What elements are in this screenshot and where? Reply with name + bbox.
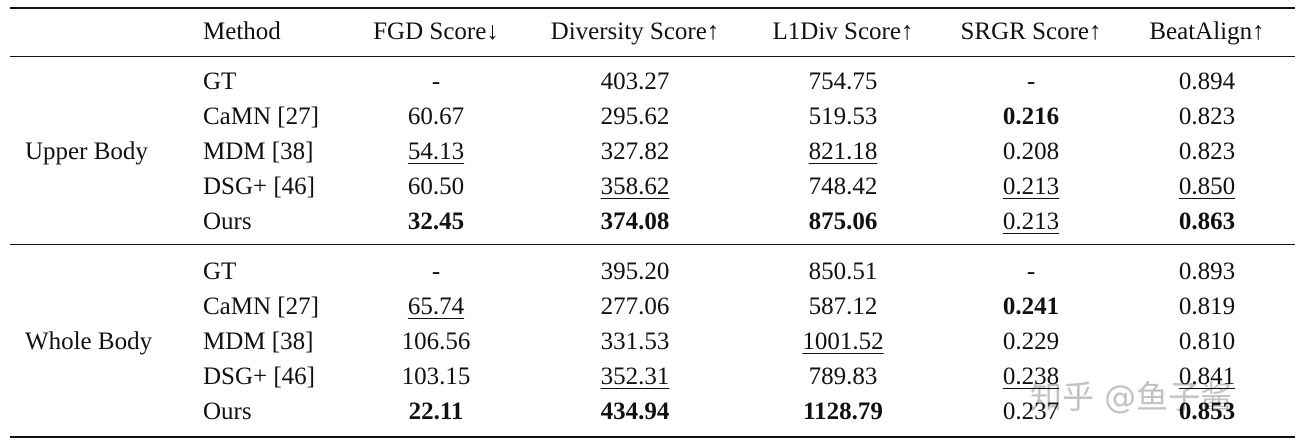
header-cell: Diversity Score↑ — [550, 18, 720, 45]
value-cell: 54.13 — [407, 138, 465, 165]
value-cell: 0.894 — [1178, 68, 1236, 95]
value-cell: 0.853 — [1178, 398, 1236, 425]
method-cell: GT — [203, 258, 237, 285]
value-cell: - — [431, 258, 441, 285]
value-cell: 0.241 — [1002, 293, 1060, 320]
mid-rule — [10, 244, 1295, 245]
header-rule — [10, 56, 1295, 57]
value-cell: 850.51 — [808, 258, 878, 285]
value-cell: 395.20 — [600, 258, 670, 285]
top-rule — [10, 7, 1295, 9]
value-cell: 519.53 — [808, 103, 878, 130]
value-cell: 0.208 — [1002, 138, 1060, 165]
value-cell: 0.810 — [1178, 328, 1236, 355]
header-cell: SRGR Score↑ — [960, 18, 1102, 45]
value-cell: 295.62 — [600, 103, 670, 130]
value-cell: 327.82 — [600, 138, 670, 165]
value-cell: 0.823 — [1178, 103, 1236, 130]
header-cell: FGD Score↓ — [373, 18, 499, 45]
value-cell: 821.18 — [808, 138, 878, 165]
value-cell: 60.67 — [407, 103, 465, 130]
value-cell: 358.62 — [600, 173, 670, 200]
value-cell: 0.213 — [1002, 173, 1060, 200]
value-cell: - — [431, 68, 441, 95]
value-cell: 434.94 — [600, 398, 670, 425]
value-cell: 1001.52 — [802, 328, 884, 355]
value-cell: 0.237 — [1002, 398, 1060, 425]
value-cell: 789.83 — [808, 363, 878, 390]
value-cell: 0.893 — [1178, 258, 1236, 285]
header-cell: BeatAlign↑ — [1149, 18, 1265, 45]
value-cell: 65.74 — [407, 293, 465, 320]
value-cell: 0.850 — [1178, 173, 1236, 200]
value-cell: 1128.79 — [803, 398, 883, 425]
watermark: 知乎 @鱼子酱 — [1030, 378, 1233, 416]
group-label: Upper Body — [25, 138, 148, 165]
value-cell: 0.238 — [1002, 363, 1060, 390]
method-cell: Ours — [203, 398, 252, 425]
value-cell: 106.56 — [401, 328, 471, 355]
header-cell: L1Div Score↑ — [772, 18, 914, 45]
value-cell: 277.06 — [600, 293, 670, 320]
method-cell: GT — [203, 68, 237, 95]
value-cell: 103.15 — [401, 363, 471, 390]
header-cell: Method — [203, 18, 281, 45]
method-cell: CaMN [27] — [203, 293, 319, 320]
value-cell: - — [1026, 258, 1036, 285]
value-cell: 403.27 — [600, 68, 670, 95]
method-cell: DSG+ [46] — [203, 173, 316, 200]
value-cell: 0.841 — [1178, 363, 1236, 390]
value-cell: 748.42 — [808, 173, 878, 200]
method-cell: DSG+ [46] — [203, 363, 316, 390]
value-cell: 0.863 — [1178, 208, 1236, 235]
value-cell: - — [1026, 68, 1036, 95]
value-cell: 22.11 — [408, 398, 464, 425]
value-cell: 754.75 — [808, 68, 878, 95]
value-cell: 875.06 — [808, 208, 878, 235]
value-cell: 374.08 — [600, 208, 670, 235]
method-cell: Ours — [203, 208, 252, 235]
value-cell: 0.819 — [1178, 293, 1236, 320]
bottom-rule — [10, 436, 1295, 438]
value-cell: 331.53 — [600, 328, 670, 355]
value-cell: 60.50 — [407, 173, 465, 200]
value-cell: 32.45 — [407, 208, 465, 235]
group-label: Whole Body — [25, 328, 153, 355]
method-cell: MDM [38] — [203, 328, 314, 355]
value-cell: 0.229 — [1002, 328, 1060, 355]
value-cell: 352.31 — [600, 363, 670, 390]
value-cell: 0.216 — [1002, 103, 1060, 130]
value-cell: 587.12 — [808, 293, 878, 320]
value-cell: 0.213 — [1002, 208, 1060, 235]
method-cell: CaMN [27] — [203, 103, 319, 130]
method-cell: MDM [38] — [203, 138, 314, 165]
value-cell: 0.823 — [1178, 138, 1236, 165]
